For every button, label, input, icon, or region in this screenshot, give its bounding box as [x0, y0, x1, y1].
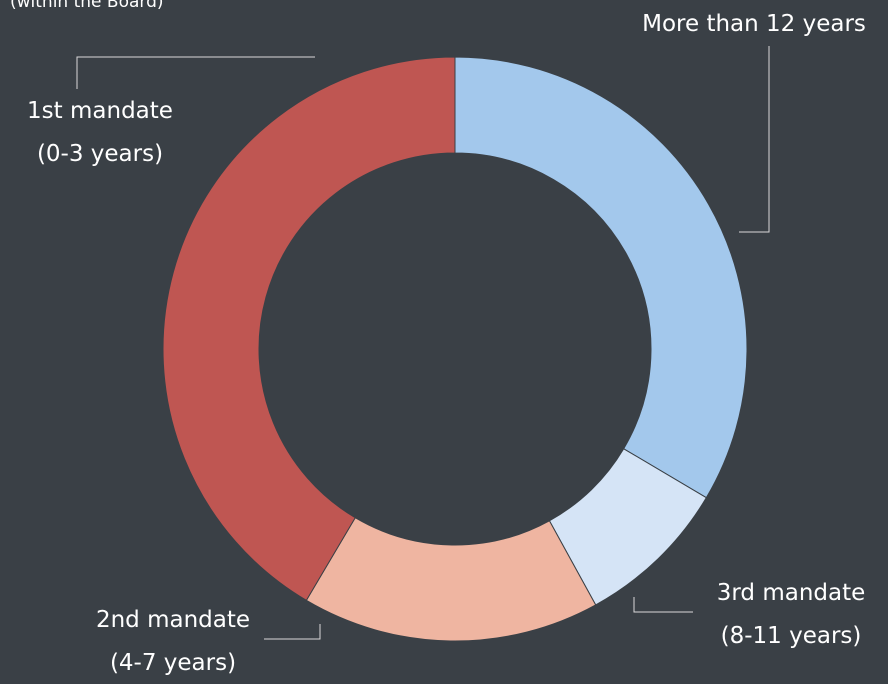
leader-line-second	[264, 624, 321, 640]
leader-lines	[76, 46, 770, 640]
slice-labels: More than 12 years 3rd mandate (8-11 years…	[27, 11, 866, 676]
chart-caption: (within the Board)	[10, 0, 164, 12]
slice-more_than_12	[454, 56, 748, 499]
label-third-line-2: (8-11 years)	[721, 623, 862, 649]
label-third-line-1: 3rd mandate	[717, 580, 866, 606]
label-first-line-1: 1st mandate	[27, 98, 173, 124]
leader-line-first	[76, 56, 315, 89]
label-second-line-2: (4-7 years)	[110, 650, 236, 676]
label-more_than_12-line-1: More than 12 years	[642, 11, 866, 37]
slice-first	[162, 56, 456, 602]
donut-slices	[162, 56, 748, 642]
slice-second	[305, 517, 597, 642]
label-second-line-1: 2nd mandate	[96, 607, 250, 633]
leader-line-third	[633, 597, 693, 613]
label-first-line-2: (0-3 years)	[37, 141, 163, 167]
leader-line-more_than_12	[739, 46, 770, 233]
